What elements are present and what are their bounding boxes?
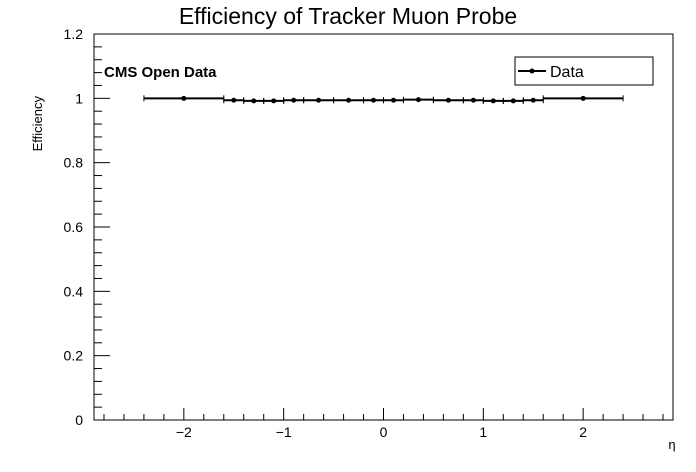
data-point: [470, 97, 476, 103]
data-point: [490, 98, 496, 104]
x-tick-label: 0: [380, 424, 388, 440]
y-tick-label: 0: [75, 412, 83, 428]
data-point: [510, 98, 516, 104]
data-point: [251, 98, 257, 104]
data-point: [291, 97, 297, 103]
chart-title: Efficiency of Tracker Muon Probe: [179, 3, 517, 29]
x-tick-label: 2: [579, 424, 587, 440]
legend: Data: [514, 56, 654, 86]
x-tick-label: −1: [276, 424, 292, 440]
plot-area: −2 −1 0 1 2 0 0.2 0.4 0.6 0.8 1 1.2: [64, 26, 674, 440]
y-tick-label: 0.2: [64, 348, 84, 364]
y-tick-label: 1: [75, 90, 83, 106]
data-point: [580, 95, 586, 101]
legend-label-data: Data: [550, 64, 584, 81]
data-point: [390, 97, 396, 103]
y-tick-label: 0.6: [64, 219, 84, 235]
y-tick-label: 0.4: [64, 283, 84, 299]
y-axis-label: Efficiency: [30, 96, 45, 152]
y-tick-label: 0.8: [64, 155, 84, 171]
cms-open-data-label: CMS Open Data: [104, 64, 217, 81]
data-point: [530, 97, 536, 103]
data-point: [445, 97, 451, 103]
data-point: [271, 98, 277, 104]
plot-frame: [93, 33, 674, 421]
y-tick-label: 1.2: [64, 26, 84, 42]
data-point: [371, 97, 377, 103]
data-point: [231, 97, 237, 103]
x-tick-label: −2: [176, 424, 192, 440]
x-tick-label: 1: [479, 424, 487, 440]
data-point: [346, 97, 352, 103]
legend-marker: [529, 68, 535, 74]
x-axis-label: η: [668, 437, 675, 452]
data-point: [316, 97, 322, 103]
data-point: [415, 97, 421, 103]
data-point: [181, 95, 187, 101]
